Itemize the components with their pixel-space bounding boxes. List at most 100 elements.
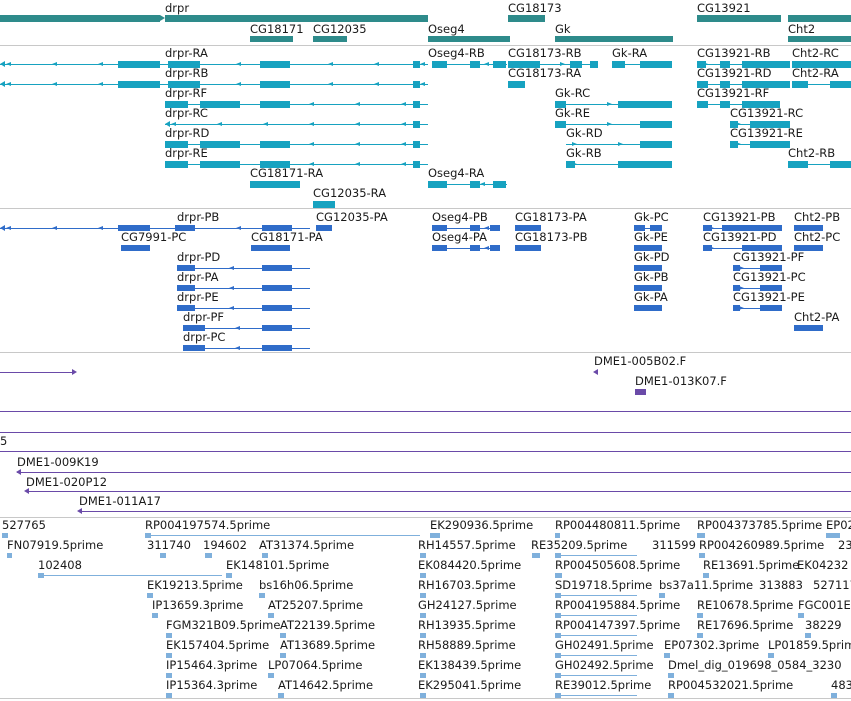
transcript-label[interactable]: CG13921-RE xyxy=(730,126,803,140)
est-label[interactable]: EK04232 xyxy=(797,558,849,572)
gene-label-cg12035[interactable]: CG12035 xyxy=(313,22,367,36)
exon-block[interactable] xyxy=(634,245,662,251)
est-block[interactable] xyxy=(659,592,665,598)
est-block[interactable] xyxy=(7,552,12,558)
est-label[interactable]: AT31374.5prime xyxy=(259,538,355,552)
gene-bar[interactable] xyxy=(0,14,160,22)
est-label[interactable]: RE17696.5prime xyxy=(697,618,794,632)
exon-block[interactable] xyxy=(165,140,188,148)
exon-block[interactable] xyxy=(470,225,480,231)
est-block[interactable] xyxy=(532,552,540,558)
exon-block[interactable] xyxy=(566,160,575,168)
est-label[interactable]: EP02 xyxy=(826,518,851,532)
est-label[interactable]: 313883 xyxy=(759,578,803,592)
exon-block[interactable] xyxy=(555,120,566,128)
exon-block[interactable] xyxy=(703,245,712,251)
exon-block[interactable] xyxy=(165,100,188,108)
est-block[interactable] xyxy=(420,652,426,658)
transcript-label[interactable]: CG18171-RA xyxy=(250,166,324,180)
exon-block[interactable] xyxy=(313,200,335,208)
protein-label[interactable]: Gk-PE xyxy=(634,230,668,244)
est-block[interactable] xyxy=(703,572,709,578)
est-label[interactable]: bs37a11.5prime xyxy=(659,578,754,592)
est-block[interactable] xyxy=(555,652,561,658)
transcript-label[interactable]: drpr-RB xyxy=(165,66,209,80)
est-block[interactable] xyxy=(268,612,274,618)
est-block[interactable] xyxy=(152,612,158,618)
est-block[interactable] xyxy=(798,612,804,618)
protein-label[interactable]: drpr-PB xyxy=(177,210,220,224)
est-block[interactable] xyxy=(555,632,561,638)
gene-label-cht2[interactable]: Cht2 xyxy=(788,22,816,36)
clone-block[interactable] xyxy=(635,389,646,395)
clone-label[interactable]: DME1-009K19 xyxy=(17,455,99,469)
exon-block[interactable] xyxy=(260,100,290,108)
gene-label-gk[interactable]: Gk xyxy=(555,22,571,36)
est-block[interactable] xyxy=(166,692,172,698)
est-label[interactable]: RH16703.5prime xyxy=(418,578,516,592)
exon-block[interactable] xyxy=(634,265,662,271)
transcript-label[interactable]: Gk-RA xyxy=(612,46,648,60)
protein-label[interactable]: CG13921-PC xyxy=(733,270,806,284)
exon-block[interactable] xyxy=(634,225,645,231)
exon-block[interactable] xyxy=(413,120,420,128)
exon-block[interactable] xyxy=(515,245,541,251)
est-block[interactable] xyxy=(831,692,837,698)
transcript-label[interactable]: Cht2-RB xyxy=(788,146,836,160)
est-label[interactable]: IP15364.3prime xyxy=(166,678,258,692)
gene-label-drpr[interactable]: drpr xyxy=(165,1,190,15)
est-block[interactable] xyxy=(226,572,232,578)
exon-block[interactable] xyxy=(730,120,738,128)
exon-block[interactable] xyxy=(760,305,782,311)
protein-label[interactable]: CG13921-PD xyxy=(703,230,777,244)
exon-block[interactable] xyxy=(413,160,420,168)
est-label[interactable]: RE10678.5prime xyxy=(697,598,794,612)
est-label[interactable]: RP004197574.5prime xyxy=(145,518,271,532)
est-block[interactable] xyxy=(205,552,212,558)
protein-label[interactable]: CG18171-PA xyxy=(251,230,323,244)
exon-block[interactable] xyxy=(640,140,672,148)
exon-block[interactable] xyxy=(650,225,662,231)
exon-block[interactable] xyxy=(168,80,200,88)
gene-bar[interactable] xyxy=(250,36,293,42)
protein-label[interactable]: CG7991-PC xyxy=(121,230,187,244)
protein-label[interactable]: drpr-PF xyxy=(183,310,225,324)
exon-block[interactable] xyxy=(165,160,188,168)
transcript-label[interactable]: drpr-RD xyxy=(165,126,210,140)
exon-block[interactable] xyxy=(490,225,500,231)
exon-block[interactable] xyxy=(618,160,672,168)
exon-block[interactable] xyxy=(640,60,672,68)
exon-block[interactable] xyxy=(262,345,292,351)
est-block[interactable] xyxy=(268,672,274,678)
est-label[interactable]: 38229 xyxy=(805,618,842,632)
exon-block[interactable] xyxy=(697,60,706,68)
est-block[interactable] xyxy=(278,692,284,698)
transcript-label[interactable]: CG13921-RD xyxy=(697,66,772,80)
est-label[interactable]: AT14642.5prime xyxy=(278,678,374,692)
est-block[interactable] xyxy=(166,632,172,638)
est-label[interactable]: 23 xyxy=(838,538,851,552)
transcript-label[interactable]: Cht2-RA xyxy=(792,66,839,80)
gene-label-cg13921[interactable]: CG13921 xyxy=(697,1,751,15)
est-block[interactable] xyxy=(2,532,8,538)
est-label[interactable]: RH13935.5prime xyxy=(418,618,516,632)
exon-block[interactable] xyxy=(742,80,790,88)
est-label[interactable]: RP004260989.5prime xyxy=(699,538,825,552)
exon-block[interactable] xyxy=(697,100,708,108)
clone-label[interactable]: DME1-011A17 xyxy=(79,494,161,508)
transcript-label[interactable]: Gk-RC xyxy=(555,86,591,100)
exon-block[interactable] xyxy=(703,225,712,231)
gene-bar[interactable] xyxy=(165,14,428,22)
est-block[interactable] xyxy=(166,672,172,678)
est-label[interactable]: EK290936.5prime xyxy=(430,518,534,532)
protein-label[interactable]: CG13921-PF xyxy=(733,250,805,264)
est-label[interactable]: 194602 xyxy=(203,538,247,552)
est-block[interactable] xyxy=(699,552,705,558)
transcript-label[interactable]: Gk-RD xyxy=(566,126,603,140)
protein-label[interactable]: drpr-PA xyxy=(177,270,219,284)
est-block[interactable] xyxy=(555,612,561,618)
est-label[interactable]: EK138439.5prime xyxy=(418,658,522,672)
gene-bar[interactable] xyxy=(313,36,347,42)
exon-block[interactable] xyxy=(470,180,480,188)
exon-block[interactable] xyxy=(733,285,740,291)
